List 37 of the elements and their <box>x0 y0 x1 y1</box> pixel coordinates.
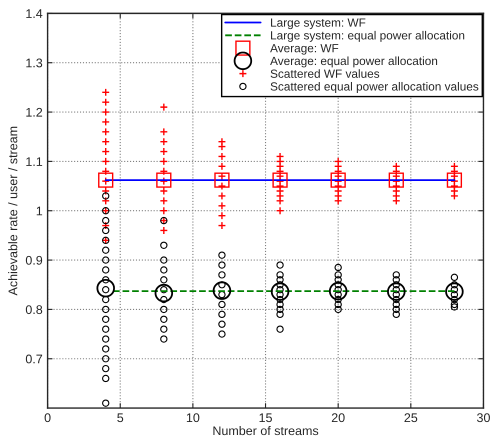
y-tick-label: 1.3 <box>26 58 42 68</box>
legend-label: Large system: WF <box>271 18 366 30</box>
y-tick-label: 0.7 <box>26 354 42 364</box>
point <box>388 172 404 188</box>
point <box>330 172 346 188</box>
point <box>96 278 115 298</box>
point <box>270 282 290 301</box>
y-tick-label: 1.4 <box>26 9 42 18</box>
x-tick-label: 30 <box>476 413 490 422</box>
point <box>154 284 174 302</box>
x-tick-label: 5 <box>117 413 124 422</box>
legend-label: Scattered equal power allocation values <box>270 82 478 93</box>
x-tick-label: 20 <box>332 413 345 422</box>
point <box>156 172 172 188</box>
x-tick-label: 25 <box>404 413 418 422</box>
y-tick-label: 0.9 <box>26 256 42 265</box>
point <box>328 282 348 300</box>
x-tick-label: 15 <box>260 413 272 422</box>
point <box>212 281 232 300</box>
point <box>387 282 406 301</box>
y-tick-label: 0.8 <box>26 305 42 314</box>
legend-label: Average: equal power allocation <box>270 56 438 68</box>
point <box>98 172 114 188</box>
x-tick-label: 10 <box>186 413 200 422</box>
legend-label: Large system: equal power allocation <box>271 30 464 42</box>
point <box>214 172 230 188</box>
legend-label: Average: WF <box>270 44 338 55</box>
point <box>445 282 464 301</box>
x-tick-label: 0 <box>44 413 51 422</box>
y-tick-label: 1.1 <box>26 157 42 166</box>
y-axis-title: Achievable rate / user / stream <box>8 126 18 296</box>
legend-label: Scattered WF values <box>270 69 380 78</box>
point <box>272 172 288 188</box>
x-axis-title: Number of streams <box>213 426 318 436</box>
y-tick-label: 1 <box>36 206 42 216</box>
point <box>446 172 462 188</box>
y-tick-label: 1.2 <box>26 108 42 117</box>
